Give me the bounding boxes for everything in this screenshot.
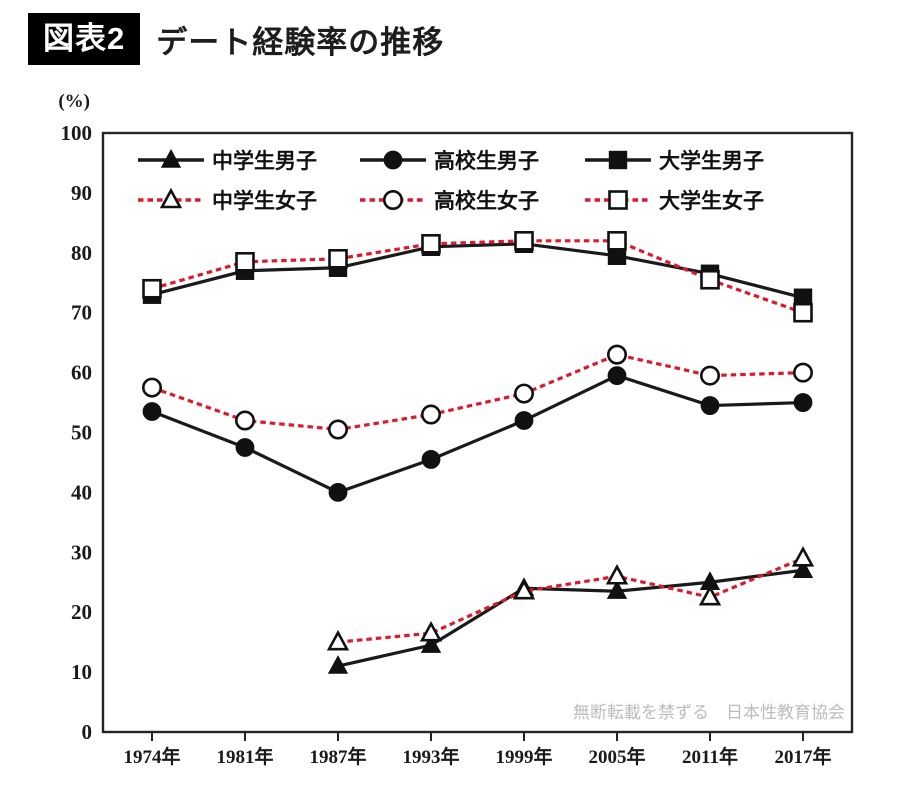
legend-item-jhs-boys: 中学生男子 [138,149,317,173]
x-tick-label: 2011年 [682,745,738,768]
series-jhs-girls [326,546,815,651]
data-point-hs-girls-2 [327,419,348,440]
legend-marker-univ-boys [608,150,628,170]
data-point-univ-girls-2 [328,248,348,269]
data-point-jhs-girls-4 [512,579,536,600]
series-line-univ-boys [151,242,804,300]
legend-label: 大学生男子 [659,149,764,173]
data-point-hs-boys-3 [421,450,441,469]
data-point-hs-boys-0 [142,402,162,421]
y-axis-unit-label: (%) [58,91,90,112]
legend-item-univ-boys: 大学生男子 [585,149,764,173]
data-point-hs-girls-4 [513,383,534,404]
figure-badge: 図表2 [28,13,141,65]
legend-item-univ-girls: 大学生女子 [585,189,764,213]
y-tick-label: 90 [71,181,92,205]
data-point-univ-girls-0 [142,278,162,299]
data-point-jhs-girls-5 [605,564,629,585]
data-point-univ-girls-7 [793,302,813,323]
y-tick-label: 30 [71,540,92,564]
data-point-jhs-girls-3 [419,620,443,642]
legend-label: 中学生男子 [212,149,317,173]
series-line-hs-girls [151,352,804,432]
y-tick-label: 100 [61,121,93,145]
data-point-jhs-boys-5 [606,580,628,599]
data-point-jhs-girls-2 [326,629,350,651]
legend-label: 高校生男子 [434,149,539,173]
chart-header: 図表2 デート経験率の推移 [28,13,444,65]
legend-label: 高校生女子 [434,189,539,213]
series-hs-girls [142,344,813,440]
data-point-hs-girls-5 [606,344,627,365]
data-point-hs-boys-2 [328,482,348,502]
series-line-hs-boys [151,373,804,495]
legend-item-hs-girls: 高校生女子 [360,189,539,213]
data-point-hs-girls-7 [792,362,813,383]
y-tick-label: 70 [71,301,92,325]
legend-marker-hs-girls [382,190,403,211]
data-point-hs-boys-5 [607,366,627,385]
data-point-hs-boys-4 [514,411,534,430]
y-tick-label: 80 [71,241,92,265]
data-point-jhs-boys-2 [327,655,349,674]
legend-marker-univ-girls [608,190,628,210]
data-point-univ-girls-3 [421,234,441,254]
data-point-hs-girls-6 [699,365,720,386]
data-point-univ-girls-4 [514,231,534,251]
data-point-jhs-boys-3 [420,634,442,653]
series-line-jhs-girls [337,556,804,644]
series-hs-boys [142,366,813,502]
legend-marker-jhs-boys [160,149,182,168]
legend-label: 中学生女子 [212,189,317,213]
x-tick-label: 1981年 [216,745,273,768]
series-line-univ-girls [151,239,804,315]
y-tick-label: 40 [71,480,92,504]
x-tick-label: 1987年 [309,745,366,768]
y-tick-label: 50 [71,421,92,445]
chart-title: デート経験率の推移 [156,24,445,60]
y-tick-label: 60 [71,361,92,385]
x-tick-label: 2017年 [774,745,831,768]
watermark-text: 無断転載を禁ずる 日本性教育協会 [573,703,845,722]
data-point-hs-girls-3 [420,404,441,425]
data-point-hs-boys-6 [700,396,720,415]
data-point-hs-girls-1 [235,410,256,431]
data-point-univ-girls-1 [235,251,255,272]
x-tick-label: 1993年 [402,745,459,768]
data-point-jhs-girls-6 [698,585,722,606]
data-point-hs-boys-1 [235,438,255,457]
y-tick-label: 0 [82,720,93,744]
x-tick-label: 1999年 [495,745,552,768]
x-tick-label: 1974年 [123,745,180,768]
legend-marker-jhs-girls [159,187,183,209]
legend-item-hs-boys: 高校生男子 [360,149,539,173]
data-point-univ-girls-6 [700,269,720,290]
series-line-jhs-boys [337,568,804,668]
data-point-hs-girls-0 [142,377,163,398]
data-point-univ-girls-5 [607,231,627,251]
plot-frame [101,131,854,734]
y-tick-label: 10 [71,660,92,684]
legend-marker-hs-boys [383,150,403,170]
data-point-jhs-boys-7 [792,559,814,578]
data-point-hs-boys-7 [793,393,813,412]
legend-label: 大学生女子 [659,189,764,213]
x-tick-label: 2005年 [588,745,645,768]
data-point-jhs-girls-7 [791,546,815,567]
legend-item-jhs-girls: 中学生女子 [138,187,317,213]
series-jhs-boys [327,559,814,674]
series-univ-girls [142,231,813,323]
y-tick-label: 20 [71,600,92,624]
